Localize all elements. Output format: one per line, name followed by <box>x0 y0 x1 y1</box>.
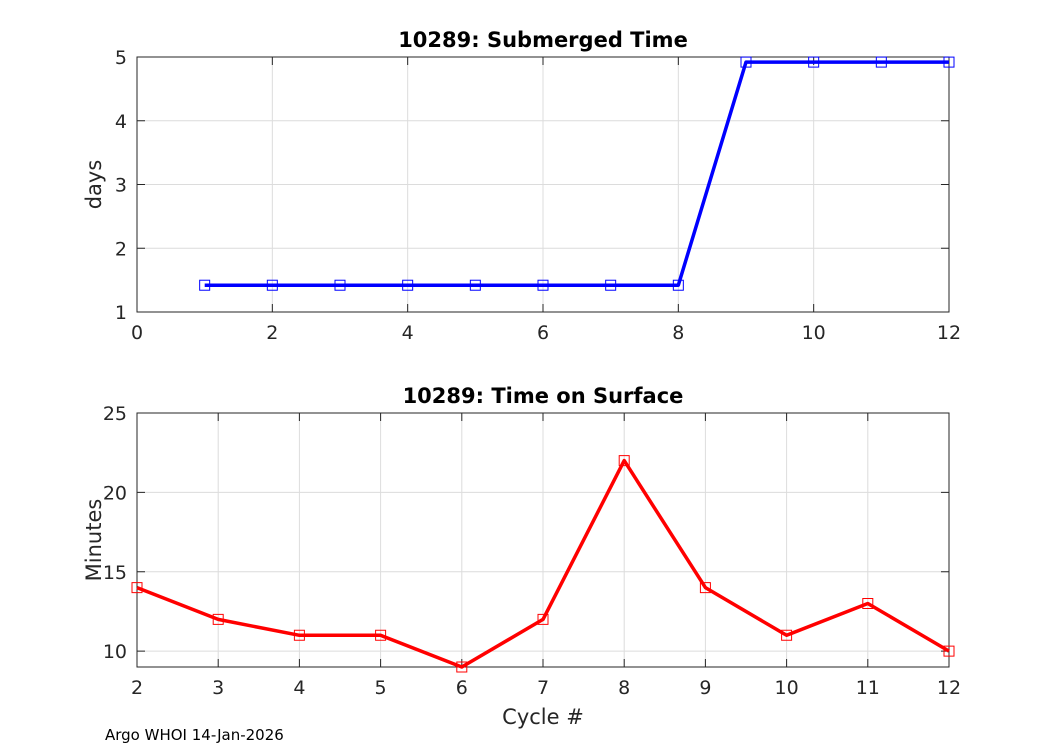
surface-time-plot: 2 3 4 5 6 7 8 9 10 11 12 10 15 20 25 10289: Time on Sur… <box>82 384 961 729</box>
x-axis-label: Cycle # <box>502 705 584 729</box>
x-tick-label: 7 <box>537 677 549 699</box>
data-point <box>537 613 549 625</box>
footer-stamp: Argo WHOI 14-Jan-2026 <box>105 726 284 744</box>
data-point <box>131 582 143 594</box>
axes-box <box>136 56 950 313</box>
y-tick-label: 4 <box>115 111 127 133</box>
data-point <box>875 56 887 68</box>
x-tick-label: 4 <box>402 322 414 344</box>
data-point <box>456 661 468 673</box>
y-tick-label: 20 <box>103 482 127 504</box>
x-tick-label: 6 <box>537 322 549 344</box>
x-tick-label: 6 <box>456 677 468 699</box>
data-point <box>781 629 793 641</box>
x-tick-label: 3 <box>212 677 224 699</box>
x-tick-label: 0 <box>131 322 143 344</box>
x-tick-label: 8 <box>618 677 630 699</box>
x-tick-label: 10 <box>802 322 826 344</box>
x-tick-label: 4 <box>293 677 305 699</box>
data-point <box>334 279 346 291</box>
x-tick-label: 5 <box>375 677 387 699</box>
chart-title: 10289: Time on Surface <box>403 384 684 408</box>
x-tick-label: 2 <box>131 677 143 699</box>
y-tick-label: 5 <box>115 47 127 69</box>
y-tick-label: 25 <box>103 403 127 425</box>
data-point <box>375 629 387 641</box>
data-point <box>943 645 955 657</box>
x-tick-label: 9 <box>699 677 711 699</box>
data-point <box>266 279 278 291</box>
x-tick-label: 2 <box>266 322 278 344</box>
y-tick-label: 2 <box>115 238 127 260</box>
data-point <box>862 598 874 609</box>
series-line <box>204 60 949 287</box>
x-tick-label: 11 <box>856 677 880 699</box>
y-tick-label: 1 <box>115 302 127 324</box>
x-tick-label: 12 <box>937 322 961 344</box>
axes-box <box>136 412 950 668</box>
data-point <box>672 279 684 291</box>
data-point <box>699 582 711 594</box>
y-axis-label: Minutes <box>82 499 106 582</box>
x-tick-label: 12 <box>937 677 961 699</box>
data-point <box>212 613 224 625</box>
y-axis-label: days <box>82 160 106 210</box>
series-line <box>136 458 950 669</box>
data-point <box>402 279 414 291</box>
chart-title: 10289: Submerged Time <box>398 28 688 52</box>
data-point <box>605 279 617 291</box>
x-tick-label: 8 <box>672 322 684 344</box>
y-tick-label: 3 <box>115 175 127 197</box>
data-point <box>199 279 211 291</box>
data-point <box>740 56 752 68</box>
y-tick-label: 10 <box>103 641 127 663</box>
data-point <box>618 455 630 467</box>
data-point <box>808 56 820 68</box>
x-tick-label: 10 <box>775 677 799 699</box>
data-point <box>943 56 955 68</box>
data-point <box>537 279 549 291</box>
data-point <box>469 279 481 291</box>
y-tick-label: 15 <box>103 562 127 584</box>
data-point <box>293 629 305 641</box>
